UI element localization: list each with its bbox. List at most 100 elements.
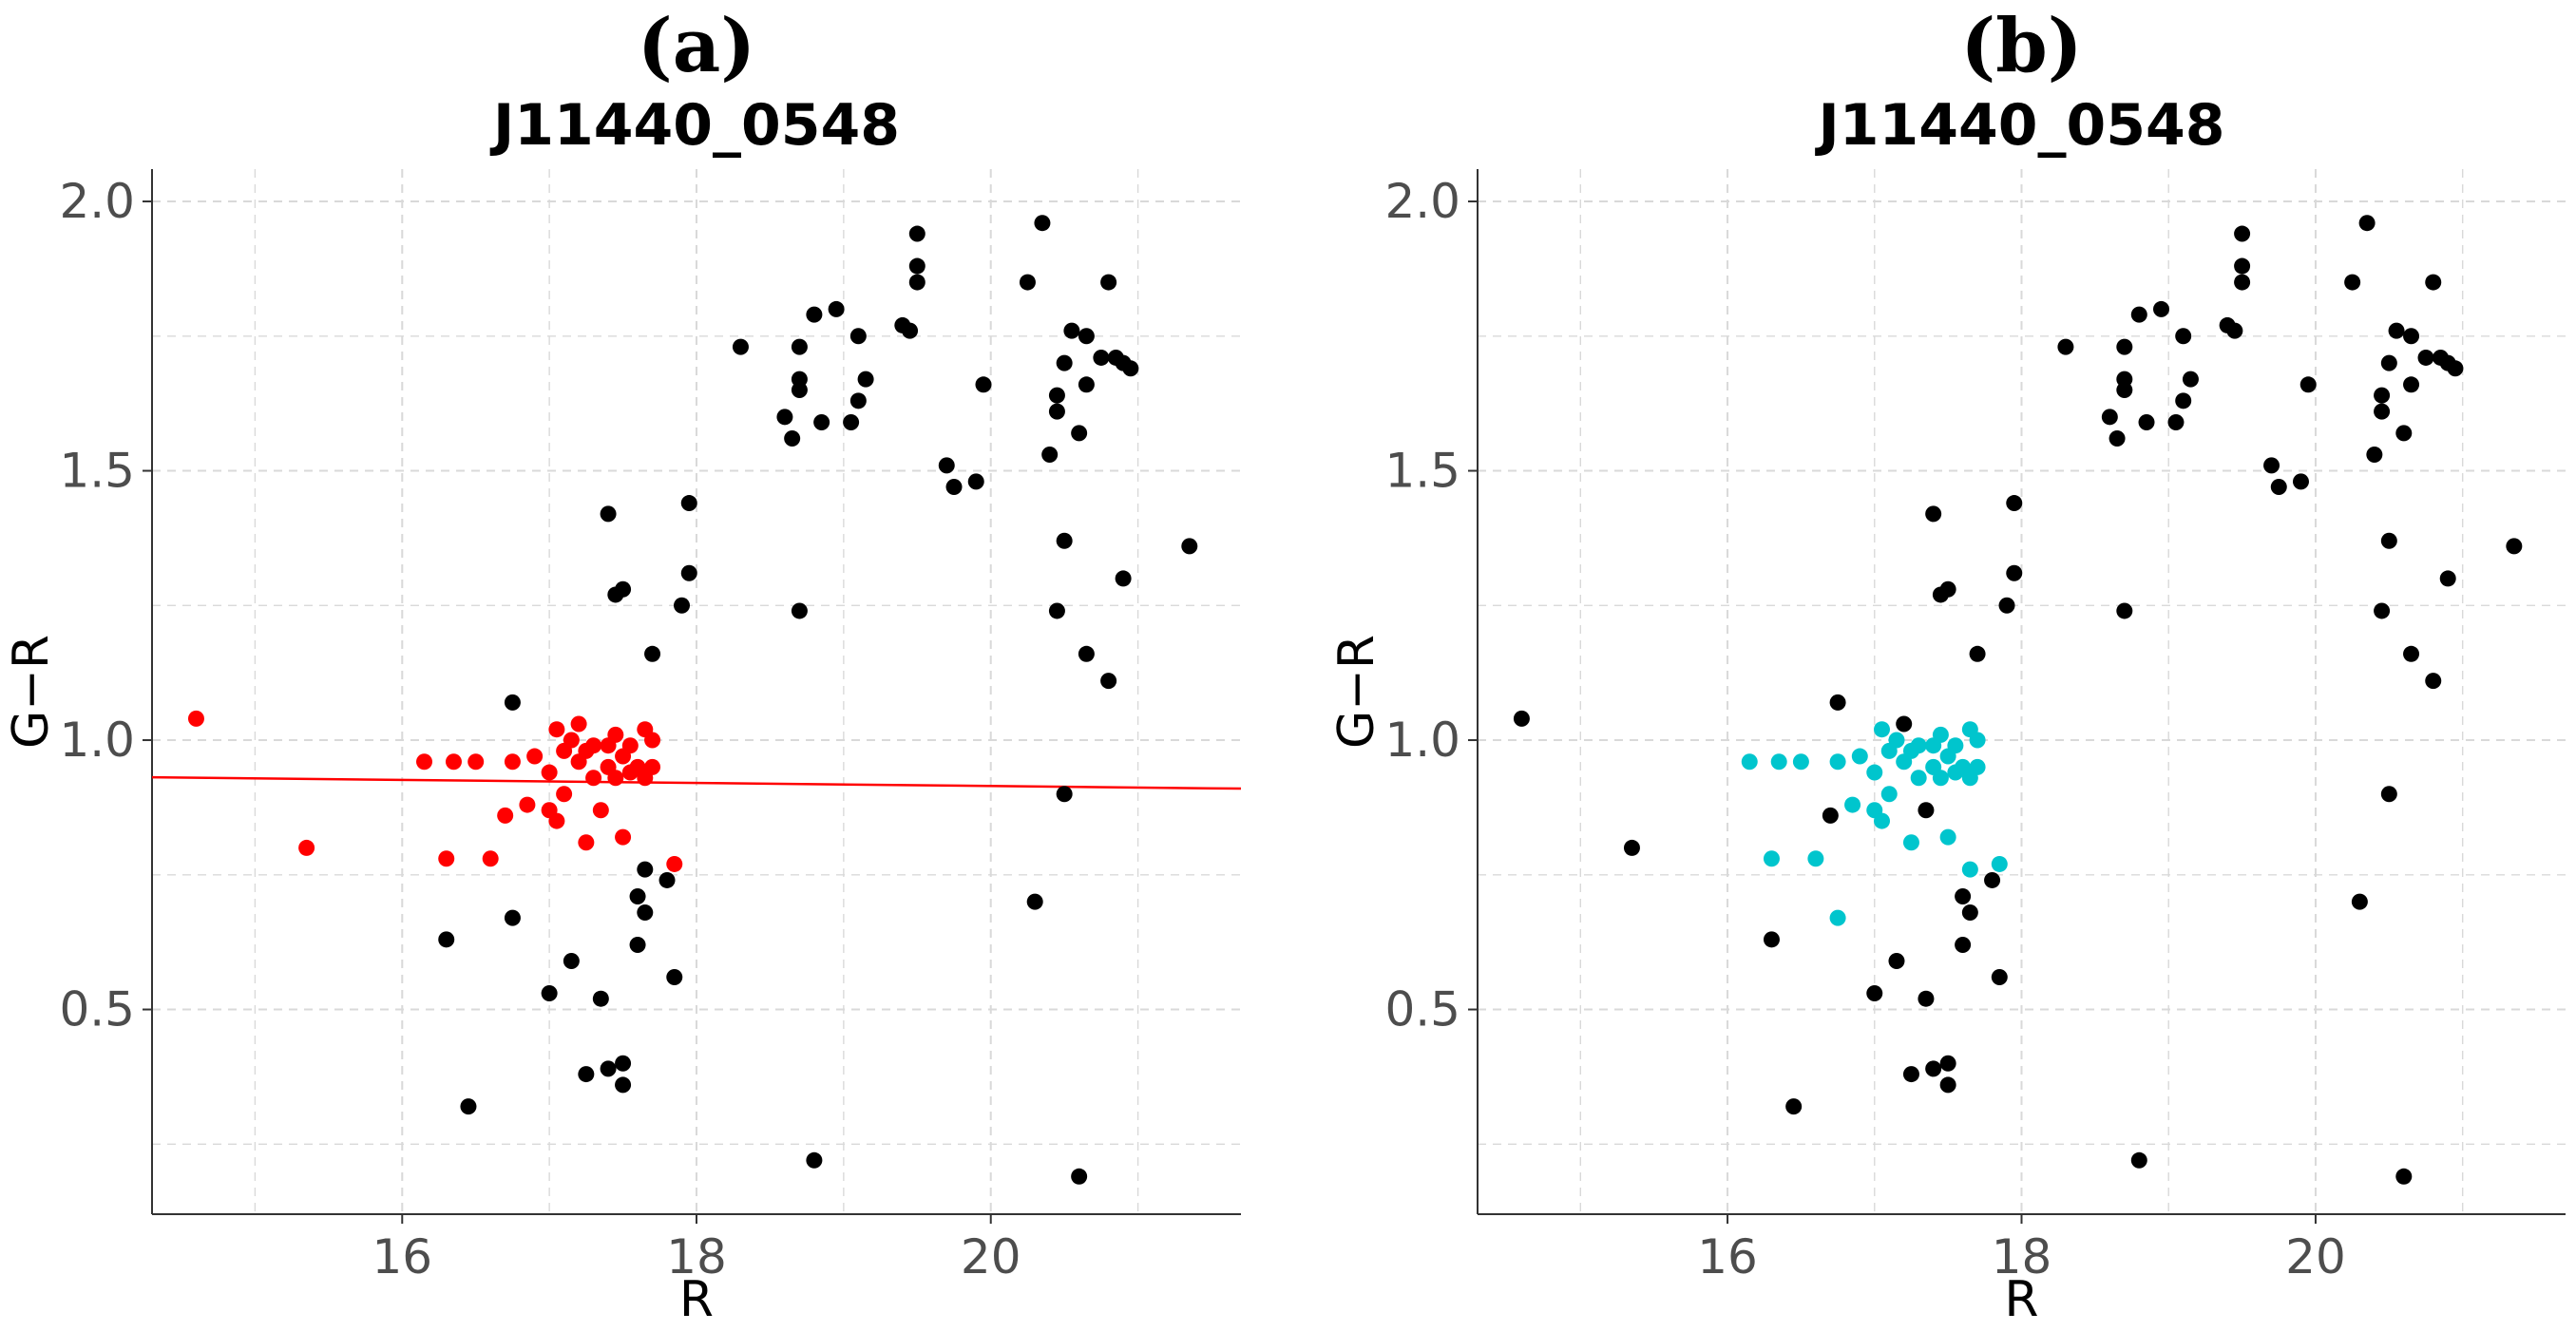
data-point (1910, 770, 1927, 787)
data-point (666, 969, 683, 986)
data-point (637, 904, 654, 921)
data-point (615, 828, 632, 846)
data-point (1115, 570, 1132, 587)
data-point (2175, 392, 2192, 409)
data-point (2116, 602, 2133, 619)
data-point (1041, 447, 1059, 464)
data-point (2395, 425, 2413, 442)
data-point (2380, 532, 2397, 549)
data-point (1019, 274, 1036, 291)
data-point (2439, 570, 2456, 587)
data-point (2175, 328, 2192, 345)
data-point (504, 694, 521, 711)
data-point (563, 732, 580, 749)
data-point (1048, 602, 1065, 619)
data-point (1844, 796, 1861, 813)
data-point (1063, 322, 1080, 339)
x-tick-label: 20 (2285, 1229, 2346, 1284)
data-point (1866, 764, 1883, 781)
y-tick-label: 0.5 (59, 982, 135, 1037)
data-point (1939, 828, 1956, 846)
data-point (615, 580, 632, 598)
data-point (1741, 753, 1758, 771)
data-point (1034, 215, 1051, 232)
data-point (629, 936, 646, 953)
data-point (548, 812, 565, 829)
data-point (2380, 354, 2397, 371)
data-point (621, 737, 639, 754)
data-point (1991, 969, 2008, 986)
data-point (2116, 371, 2133, 388)
data-point (1763, 850, 1780, 867)
data-point (615, 1076, 632, 1094)
data-point (2116, 338, 2133, 355)
plot-title: J11440_0548 (489, 92, 900, 159)
x-axis-title: R (2004, 1271, 2038, 1328)
data-point (2358, 215, 2376, 232)
data-point (1078, 376, 1095, 393)
data-point (187, 710, 204, 727)
data-point (504, 909, 521, 926)
data-point (828, 300, 845, 317)
data-point (504, 753, 521, 771)
data-point (2403, 328, 2420, 345)
x-axis-title: R (679, 1271, 714, 1328)
data-point (519, 796, 536, 813)
y-tick-label: 1.5 (59, 444, 135, 499)
data-point (908, 274, 925, 291)
data-point (1048, 403, 1065, 420)
data-point (1866, 985, 1883, 1002)
data-point (938, 457, 955, 474)
data-point (1056, 532, 1073, 549)
data-point (1939, 580, 1956, 598)
data-point (615, 1055, 632, 1072)
data-point (1623, 839, 1640, 856)
regression-line (151, 775, 1242, 790)
data-point (592, 802, 609, 819)
data-point (1792, 753, 1809, 771)
data-point (1969, 732, 1986, 749)
data-point (908, 225, 925, 242)
data-point (2138, 413, 2155, 430)
data-point (1888, 732, 1905, 749)
data-point (563, 953, 580, 970)
y-tick-label: 1.0 (59, 713, 135, 768)
data-point (806, 306, 823, 323)
data-point (438, 850, 455, 867)
data-point (2299, 376, 2317, 393)
data-point (1874, 721, 1891, 738)
data-point (1902, 834, 1919, 851)
data-point (607, 726, 624, 743)
data-point (1851, 748, 1868, 765)
data-point (2109, 430, 2126, 447)
data-point (2374, 403, 2391, 420)
data-point (548, 721, 565, 738)
data-point (2506, 538, 2523, 555)
data-point (849, 328, 867, 345)
data-point (2006, 495, 2023, 512)
data-point (2374, 387, 2391, 404)
data-point (1829, 909, 1846, 926)
data-point (1947, 737, 1964, 754)
data-point (2425, 673, 2442, 690)
data-point (2374, 602, 2391, 619)
y-tick-label: 2.0 (1384, 174, 1460, 229)
data-point (2130, 306, 2147, 323)
data-point (1763, 931, 1780, 948)
data-point (585, 770, 602, 787)
data-point (1932, 726, 1949, 743)
data-point (2234, 257, 2251, 275)
data-point (1100, 673, 1117, 690)
data-point (2270, 479, 2287, 496)
data-point (1071, 425, 1088, 442)
data-point (445, 753, 462, 771)
data-point (2380, 786, 2397, 803)
data-point (1939, 1076, 1956, 1094)
data-point (1902, 1066, 1919, 1083)
data-point (585, 737, 602, 754)
data-point (784, 430, 801, 447)
data-point (1969, 758, 1986, 775)
data-point (1991, 855, 2008, 872)
data-point (1513, 710, 1530, 727)
data-point (556, 786, 573, 803)
